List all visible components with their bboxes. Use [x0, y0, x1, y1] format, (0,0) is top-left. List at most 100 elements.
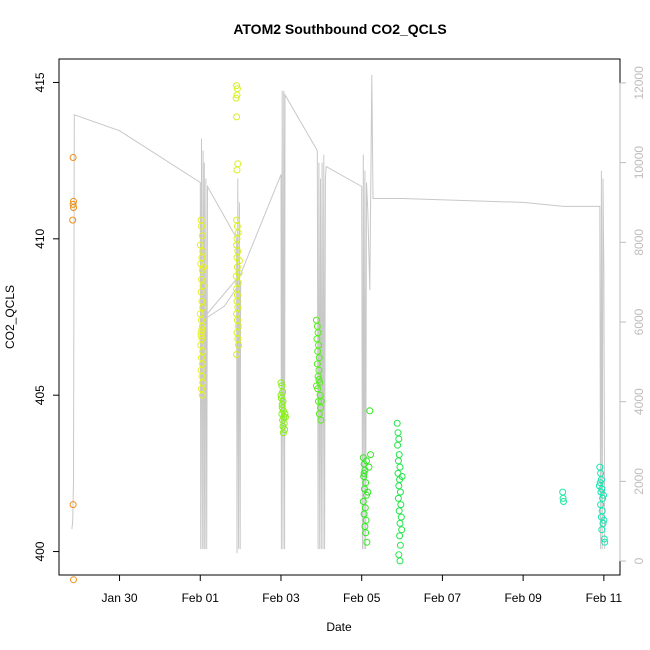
- data-point: [396, 541, 404, 549]
- data-point: [559, 494, 567, 502]
- x-tick-label: Feb 05: [343, 591, 381, 605]
- data-point: [198, 222, 205, 230]
- y-tick-label: 400: [33, 541, 47, 561]
- data-point: [233, 91, 241, 99]
- data-point: [314, 347, 322, 355]
- data-point: [233, 82, 241, 90]
- data-point: [365, 463, 373, 471]
- data-point: [314, 329, 322, 337]
- data-point: [394, 457, 402, 465]
- data-point: [196, 241, 204, 249]
- data-point: [198, 232, 206, 240]
- data-point: [315, 410, 323, 418]
- x-tick-label: Feb 03: [262, 591, 300, 605]
- data-point: [597, 501, 605, 509]
- data-point: [364, 488, 372, 496]
- data-point: [393, 419, 401, 427]
- data-point: [397, 513, 405, 521]
- data-point: [199, 304, 207, 312]
- data-point: [396, 463, 404, 471]
- data-point: [200, 263, 207, 271]
- data-point: [359, 498, 367, 505]
- data-point: [198, 266, 206, 274]
- data-point: [362, 479, 370, 487]
- data-point: [600, 516, 608, 524]
- y2-tick-label: 2000: [632, 468, 646, 495]
- data-points-group: [69, 82, 609, 584]
- data-point: [233, 113, 241, 121]
- data-point: [281, 426, 289, 434]
- data-point: [197, 288, 205, 296]
- data-point: [396, 488, 404, 496]
- data-point: [394, 494, 402, 502]
- data-point: [279, 429, 287, 437]
- y-tick-label: 410: [33, 228, 47, 248]
- data-point: [313, 382, 320, 390]
- data-point: [363, 491, 370, 499]
- data-point: [599, 519, 607, 527]
- data-point: [313, 360, 321, 368]
- data-point: [199, 282, 207, 290]
- data-point: [235, 341, 243, 349]
- data-point: [367, 451, 375, 459]
- data-point: [199, 347, 207, 355]
- data-point: [394, 441, 402, 449]
- data-point: [560, 498, 567, 505]
- data-point: [198, 360, 206, 368]
- x-tick-label: Feb 01: [182, 591, 220, 605]
- data-point: [277, 391, 285, 399]
- data-point: [599, 494, 607, 502]
- data-point: [198, 391, 206, 399]
- x-tick-label: Feb 07: [424, 591, 462, 605]
- chart-title: ATOM2 Southbound CO2_QCLS: [233, 21, 446, 37]
- data-point: [317, 416, 325, 424]
- x-tick-label: Jan 30: [102, 591, 138, 605]
- data-point: [363, 457, 370, 465]
- data-point: [233, 166, 241, 174]
- data-point: [70, 204, 77, 211]
- data-point: [317, 397, 325, 405]
- data-point: [198, 326, 206, 333]
- data-point: [69, 501, 77, 509]
- data-point: [70, 576, 77, 584]
- x-tick-label: Feb 09: [504, 591, 542, 605]
- data-point: [281, 410, 289, 418]
- data-point: [235, 257, 243, 265]
- y2-tick-label: 4000: [632, 388, 646, 415]
- data-point: [362, 529, 370, 537]
- data-point: [595, 482, 603, 490]
- data-point: [366, 407, 374, 415]
- data-point: [235, 269, 243, 277]
- data-point: [314, 385, 322, 393]
- x-axis-label: Date: [326, 620, 352, 634]
- data-point: [314, 372, 322, 380]
- data-point: [277, 379, 285, 387]
- data-point: [601, 538, 609, 546]
- data-point: [315, 354, 323, 362]
- data-point: [598, 526, 606, 534]
- data-point: [395, 507, 403, 515]
- data-point: [600, 491, 607, 499]
- data-point: [234, 279, 242, 287]
- y2-tick-label: 6000: [632, 308, 646, 335]
- data-point: [198, 276, 205, 283]
- x-tick-label: Feb 11: [586, 591, 623, 605]
- data-point: [315, 376, 323, 383]
- data-point: [234, 304, 242, 312]
- data-point: [233, 351, 241, 358]
- y2-tick-label: 8000: [632, 229, 646, 256]
- data-point: [395, 482, 403, 490]
- data-point: [396, 519, 404, 527]
- y2-tick-label: 10000: [632, 146, 646, 180]
- data-point: [69, 154, 77, 161]
- data-point: [313, 335, 321, 343]
- y-tick-label: 405: [33, 385, 47, 405]
- data-point: [281, 413, 289, 421]
- data-point: [233, 263, 241, 271]
- data-point: [278, 401, 286, 409]
- data-point: [197, 341, 205, 349]
- data-point: [398, 526, 406, 534]
- y-axis-label: CO2_QCLS: [3, 285, 17, 349]
- data-point: [360, 473, 368, 480]
- data-point: [600, 535, 608, 543]
